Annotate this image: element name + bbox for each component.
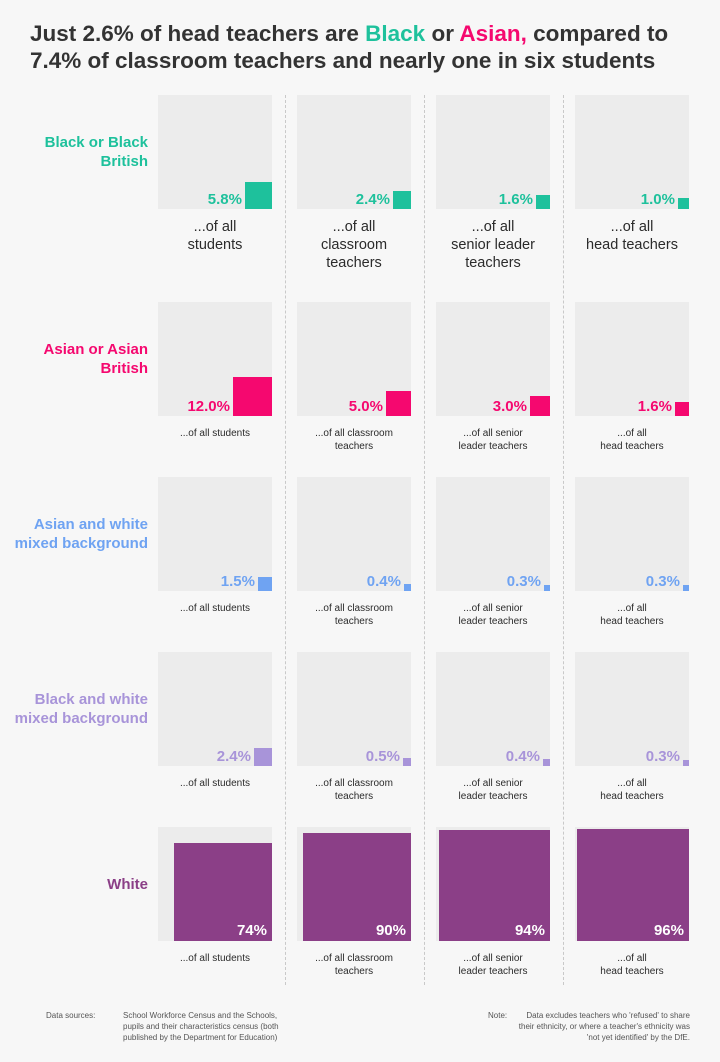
- caption-students: ...of all students: [187, 219, 243, 253]
- value-square: [403, 758, 411, 766]
- row-label: White: [107, 875, 148, 893]
- column-separator: [563, 95, 564, 985]
- value-square: [543, 759, 550, 766]
- column-separator: [424, 95, 425, 985]
- value-label: 96%: [653, 922, 684, 939]
- row-label: Black and white mixed background: [14, 691, 148, 727]
- value-square: [233, 377, 272, 416]
- cell-classroom-teachers: 0.4%: [297, 477, 411, 591]
- caption-classroom-teachers: ...of all classroom teachers: [315, 603, 393, 627]
- row-label: Asian or Asian British: [43, 341, 148, 377]
- cell-head-teachers: 1.0%: [575, 95, 689, 209]
- cell-students: 1.5%: [158, 477, 272, 591]
- note-label: Note:: [488, 1011, 508, 1020]
- value-label: 1.0%: [640, 191, 675, 208]
- cell-senior-leader-teachers: 94%: [436, 827, 550, 941]
- title-part-2: or: [425, 21, 460, 46]
- column-separator: [285, 95, 286, 985]
- cell-senior-leader-teachers: 3.0%: [436, 302, 550, 416]
- value-label: 90%: [375, 922, 406, 939]
- cell-senior-leader-teachers: 1.6%: [436, 95, 550, 209]
- caption-classroom-teachers: ...of all classroom teachers: [315, 953, 393, 977]
- value-label: 12.0%: [187, 398, 230, 415]
- caption-students: ...of all students: [179, 603, 251, 614]
- value-square: [439, 830, 550, 941]
- value-label: 2.4%: [355, 191, 390, 208]
- value-label: 5.8%: [207, 191, 242, 208]
- cell-classroom-teachers: 2.4%: [297, 95, 411, 209]
- value-label: 1.6%: [637, 398, 672, 415]
- value-square: [577, 829, 689, 941]
- value-label: 3.0%: [492, 398, 527, 415]
- value-square: [530, 396, 550, 416]
- caption-head-teachers: ...of all head teachers: [600, 953, 664, 977]
- value-label: 0.4%: [366, 573, 401, 590]
- value-label: 0.4%: [505, 748, 540, 765]
- cell-students: 12.0%: [158, 302, 272, 416]
- cell-classroom-teachers: 90%: [297, 827, 411, 941]
- chart-title: Just 2.6% of head teachers are Black or …: [30, 20, 710, 74]
- row-label: Black or Black British: [44, 134, 148, 170]
- cell-students: 5.8%: [158, 95, 272, 209]
- title-black-word: Black: [365, 21, 426, 46]
- caption-head-teachers: ...of all head teachers: [600, 603, 664, 627]
- value-label: 2.4%: [216, 748, 251, 765]
- value-label: 94%: [514, 922, 545, 939]
- caption-students: ...of all students: [179, 953, 251, 964]
- cell-head-teachers: 1.6%: [575, 302, 689, 416]
- value-label: 0.5%: [365, 748, 400, 765]
- cell-classroom-teachers: 5.0%: [297, 302, 411, 416]
- title-asian-word: Asian,: [459, 21, 527, 46]
- value-square: [675, 402, 689, 416]
- value-square: [258, 577, 272, 591]
- caption-head-teachers: ...of all head teachers: [600, 428, 664, 452]
- cell-head-teachers: 0.3%: [575, 652, 689, 766]
- value-square: [303, 833, 411, 941]
- caption-senior-leader-teachers: ...of all senior leader teachers: [458, 953, 528, 977]
- caption-classroom-teachers: ...of all classroom teachers: [315, 428, 393, 452]
- value-square: [386, 391, 411, 416]
- title-part-3: compared to 7.4% of classroom teachers a…: [30, 21, 669, 73]
- value-square: [536, 195, 550, 209]
- value-square: [174, 843, 272, 941]
- caption-senior-leader-teachers: ...of all senior leader teachers: [451, 219, 535, 271]
- value-square: [544, 585, 550, 591]
- caption-students: ...of all students: [179, 778, 251, 789]
- value-square: [404, 584, 411, 591]
- value-square: [254, 748, 272, 766]
- cell-classroom-teachers: 0.5%: [297, 652, 411, 766]
- value-label: 74%: [236, 922, 267, 939]
- cell-head-teachers: 0.3%: [575, 477, 689, 591]
- value-square: [683, 585, 689, 591]
- value-label: 0.3%: [645, 573, 680, 590]
- row-label: Asian and white mixed background: [14, 516, 148, 552]
- cell-students: 2.4%: [158, 652, 272, 766]
- caption-head-teachers: ...of all head teachers: [586, 219, 678, 253]
- caption-classroom-teachers: ...of all classroom teachers: [315, 778, 393, 802]
- cell-head-teachers: 96%: [575, 827, 689, 941]
- caption-senior-leader-teachers: ...of all senior leader teachers: [458, 778, 528, 802]
- value-label: 0.3%: [506, 573, 541, 590]
- cell-senior-leader-teachers: 0.3%: [436, 477, 550, 591]
- caption-classroom-teachers: ...of all classroom teachers: [320, 219, 388, 271]
- value-square: [245, 182, 272, 209]
- cell-students: 74%: [158, 827, 272, 941]
- caption-students: ...of all students: [179, 428, 251, 439]
- value-square: [393, 191, 411, 209]
- value-label: 1.5%: [220, 573, 255, 590]
- value-square: [678, 198, 689, 209]
- caption-head-teachers: ...of all head teachers: [600, 778, 664, 802]
- title-part-1: Just 2.6% of head teachers are: [30, 21, 366, 46]
- value-label: 0.3%: [645, 748, 680, 765]
- cell-senior-leader-teachers: 0.4%: [436, 652, 550, 766]
- sources-label: Data sources:: [46, 1011, 96, 1020]
- value-square: [683, 760, 689, 766]
- note-text: Data excludes teachers who 'refused' to …: [518, 1011, 690, 1042]
- caption-senior-leader-teachers: ...of all senior leader teachers: [458, 603, 528, 627]
- sources-text: School Workforce Census and the Schools,…: [123, 1011, 279, 1042]
- value-label: 5.0%: [348, 398, 383, 415]
- caption-senior-leader-teachers: ...of all senior leader teachers: [458, 428, 528, 452]
- value-label: 1.6%: [498, 191, 533, 208]
